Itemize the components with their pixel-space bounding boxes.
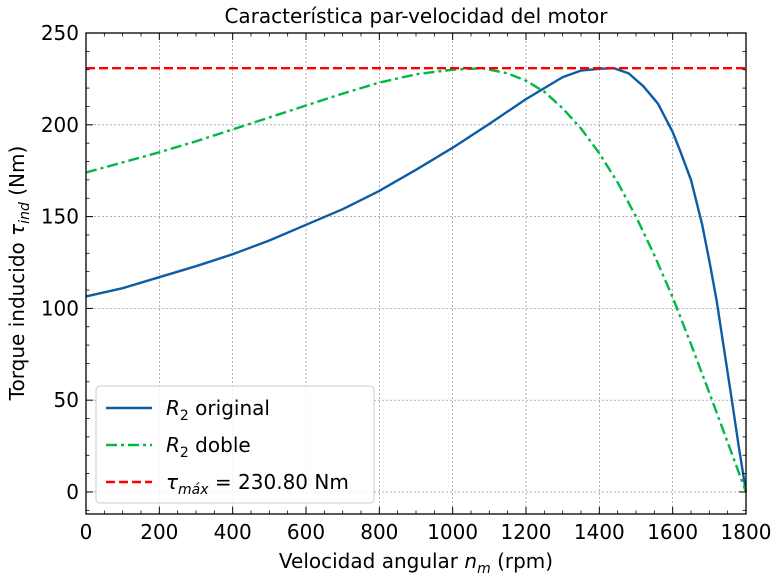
x-tick-label: 400 — [214, 520, 252, 544]
legend-box — [95, 385, 375, 504]
legend: R2 original R2 doble τmáx = 230.80 Nm — [95, 385, 375, 504]
y-tick-label: 150 — [41, 205, 79, 229]
x-axis-label: Velocidad angular nm (rpm) — [279, 549, 553, 577]
tick-labels: 0 200 400 600 800 1000 1200 1400 1600 1800 0 50 100 1… — [41, 21, 772, 544]
legend-label-max: τmáx = 230.80 Nm — [166, 470, 349, 498]
x-tick-label: 800 — [360, 520, 398, 544]
y-tick-label: 0 — [66, 480, 79, 504]
ticks — [85, 32, 747, 514]
y-tick-label: 200 — [41, 113, 79, 137]
plot-lines — [85, 66, 748, 493]
y-tick-label: 100 — [41, 296, 79, 320]
y-tick-label: 250 — [41, 21, 79, 45]
legend-label-original: R2 original — [166, 396, 270, 424]
x-tick-label: 600 — [287, 520, 325, 544]
series-line-original — [85, 66, 748, 493]
legend-entries: R2 original R2 doble τmáx = 230.80 Nm — [106, 396, 349, 498]
y-axis-label: Torque inducido τind (Nm) — [5, 146, 33, 402]
x-tick-label: 1400 — [574, 520, 625, 544]
x-tick-label: 1600 — [647, 520, 698, 544]
y-tick-label: 50 — [54, 388, 79, 412]
x-tick-label: 1200 — [501, 520, 552, 544]
x-tick-label: 0 — [80, 520, 93, 544]
chart-title: Característica par-velocidad del motor — [224, 4, 608, 28]
x-tick-label: 1800 — [721, 520, 772, 544]
x-tick-label: 1000 — [427, 520, 478, 544]
x-tick-label: 200 — [140, 520, 178, 544]
series-line-doble — [85, 66, 748, 493]
legend-label-doble: R2 doble — [166, 433, 251, 461]
